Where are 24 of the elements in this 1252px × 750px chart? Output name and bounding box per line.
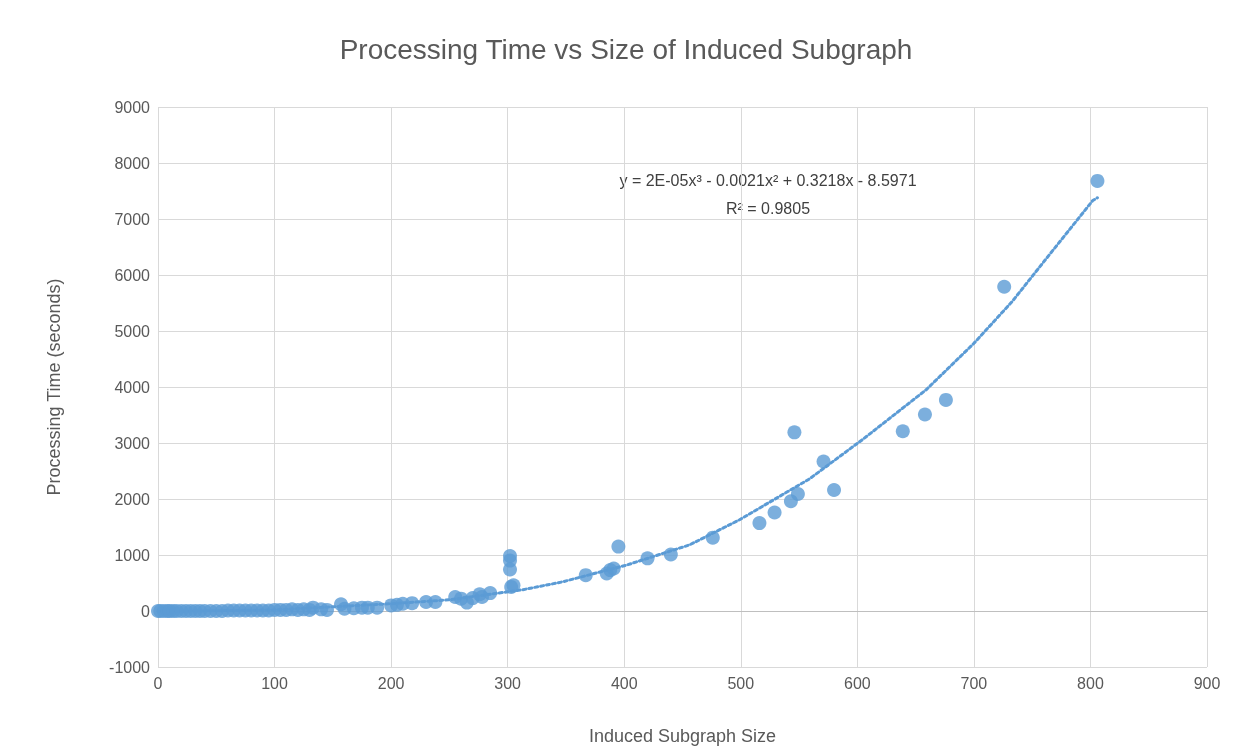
- y-tick-label: 0: [141, 602, 151, 620]
- y-tick-label: 7000: [114, 210, 151, 228]
- y-tick-label: 4000: [114, 378, 151, 396]
- x-tick-label: 700: [960, 674, 988, 692]
- y-tick-label: 8000: [114, 154, 151, 172]
- y-tick-label: 3000: [114, 434, 151, 452]
- y-axis-title: Processing Time (seconds): [44, 278, 64, 496]
- x-tick-label: 100: [261, 674, 288, 692]
- y-tick-label: 2000: [114, 490, 151, 508]
- x-tick-label: 600: [843, 674, 871, 692]
- x-tick-label: 400: [610, 674, 638, 692]
- y-tick-label: 5000: [114, 322, 151, 340]
- x-axis-title: Induced Subgraph Size: [588, 726, 777, 746]
- y-tick-label: -1000: [109, 658, 151, 676]
- chart-title: Processing Time vs Size of Induced Subgraph: [339, 33, 913, 65]
- x-tick-label: 800: [1077, 674, 1104, 692]
- x-tick-label: 0: [153, 674, 163, 692]
- y-tick-label: 6000: [114, 266, 151, 284]
- x-tick-label: 500: [727, 674, 755, 692]
- x-tick-label: 300: [494, 674, 522, 692]
- x-tick-label: 200: [377, 674, 405, 692]
- y-tick-label: 9000: [114, 98, 151, 116]
- y-tick-label: 1000: [114, 546, 151, 564]
- x-tick-label: 900: [1193, 674, 1221, 692]
